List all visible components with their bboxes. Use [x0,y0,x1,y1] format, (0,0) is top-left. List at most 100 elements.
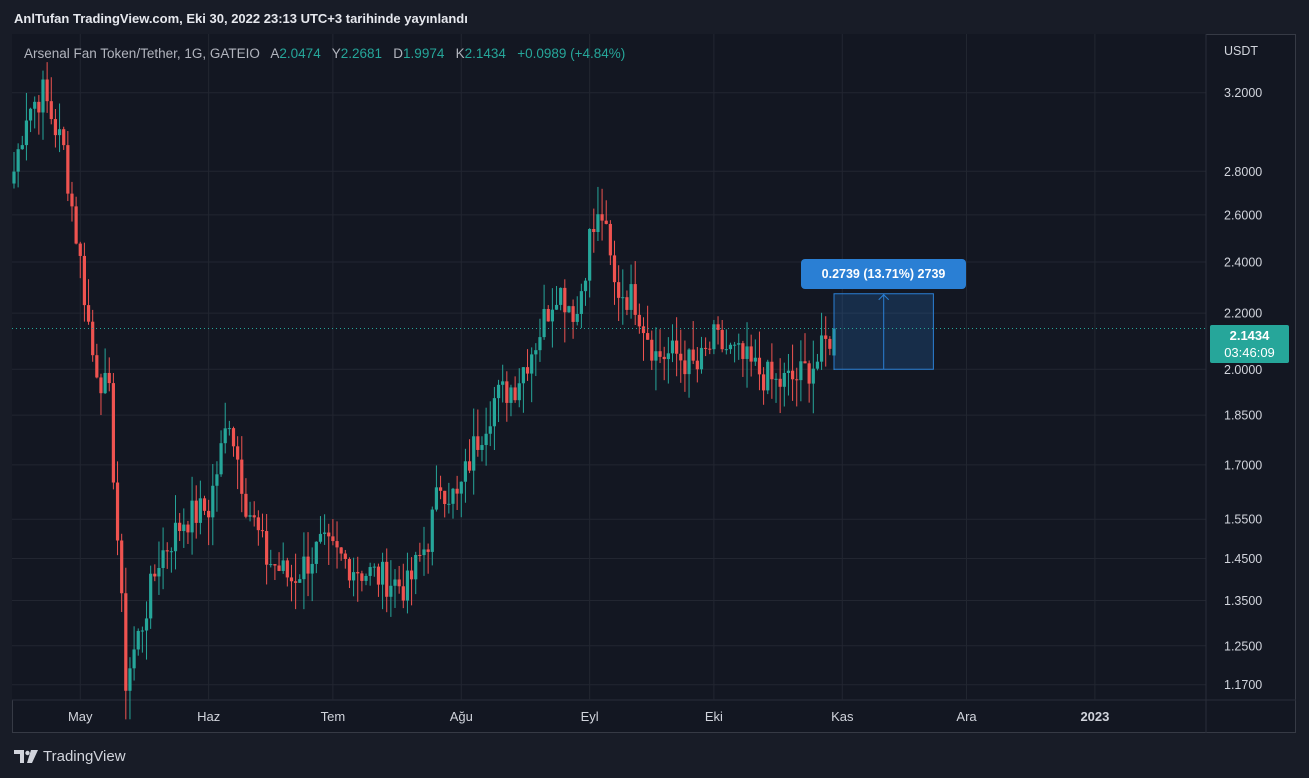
candle-body [111,383,115,483]
candle-body [161,550,165,568]
candle-body [385,561,389,597]
candle-body [389,585,393,597]
candle-body [149,573,153,619]
legend-low-value: 1.9974 [403,46,445,61]
candle-body [66,145,70,194]
tradingview-logo[interactable]: TradingView [14,748,126,765]
candle [666,337,670,384]
candle-body [525,367,530,374]
candle [327,523,331,565]
currency-label[interactable]: USDT [1224,44,1259,58]
time-tick-label: Ağu [450,709,473,724]
time-tick-label: May [68,709,93,724]
candle-body [559,287,563,305]
candle-body [430,509,434,552]
price-tick-label: 3.2000 [1224,86,1262,100]
candle [766,359,770,395]
candle [670,324,675,363]
candle-body [538,337,542,351]
candle-body [165,550,169,552]
candle-body [202,498,207,511]
candle [356,556,360,602]
candle-body [269,564,273,566]
candle-body [277,565,281,571]
candle-body [724,349,728,351]
candle [550,288,554,348]
candle [277,552,281,572]
candle-body [82,255,87,306]
measure-label[interactable]: 0.2739 (13.71%) 2739 [801,259,966,289]
candle [368,562,372,586]
candle [372,563,376,577]
candle [409,557,414,606]
candle [720,320,724,353]
candle [476,409,480,457]
chart-grid [12,34,1296,733]
legend-high-label: Y [331,46,341,61]
candle-body [368,567,372,576]
candle [115,461,120,556]
candle-body [372,566,376,568]
candle [74,196,78,245]
candle [571,299,575,339]
candle [559,287,563,311]
candle [401,563,405,609]
candle-body [434,487,439,510]
candle-body [666,353,670,360]
candle-body [236,446,240,460]
candle-body [650,339,654,361]
price-tick-label: 2.0000 [1224,363,1262,377]
candle [331,519,335,546]
bar-countdown: 03:46:09 [1224,345,1275,360]
candle-body [534,350,538,355]
candle-body [281,560,285,571]
candle [815,353,820,371]
candle-body [443,490,447,505]
candle-body [91,321,95,356]
candle [78,241,82,279]
candle [691,321,695,365]
candle [588,228,592,298]
candle [517,368,521,408]
candle [306,532,310,597]
candle [687,348,691,398]
candle [418,542,422,562]
candle-body [318,533,323,542]
candle [37,95,41,135]
candle-body [795,379,799,381]
candle-body [186,524,190,533]
candle-body [695,360,699,370]
candle [256,510,260,546]
candle-body [658,351,662,357]
candle [480,436,484,462]
candle-body [103,372,107,394]
candle-body [588,228,592,281]
time-tick-label: Ara [956,709,977,724]
price-tick-label: 1.8500 [1224,409,1262,423]
candle-body [194,500,198,523]
candlestick-chart[interactable]: 3.2000 2.8000 2.6000 2.4000 2.2000 2.0000 1.85… [12,34,1296,733]
candle-body [405,570,410,601]
time-axis: MayHazTemAğuEylEkiKasAra2023Şu [68,709,1109,724]
candle-body [654,351,658,361]
candle [53,109,58,148]
candle-body [662,356,666,360]
candle [782,362,786,407]
candle [745,322,749,388]
candle-body [41,79,45,113]
candle [658,329,662,364]
candle-body [447,503,451,505]
candle [323,514,327,545]
candle-body [592,228,596,232]
candle-body [273,564,277,566]
candle [314,541,318,574]
legend-close-value: 2.1434 [464,46,506,61]
candle-body [488,426,492,434]
candle [20,135,24,150]
candle-body [670,340,675,354]
candle [592,208,596,253]
candle-body [198,498,202,523]
candle-body [351,572,356,581]
candle [202,495,207,516]
candle-body [463,461,468,482]
